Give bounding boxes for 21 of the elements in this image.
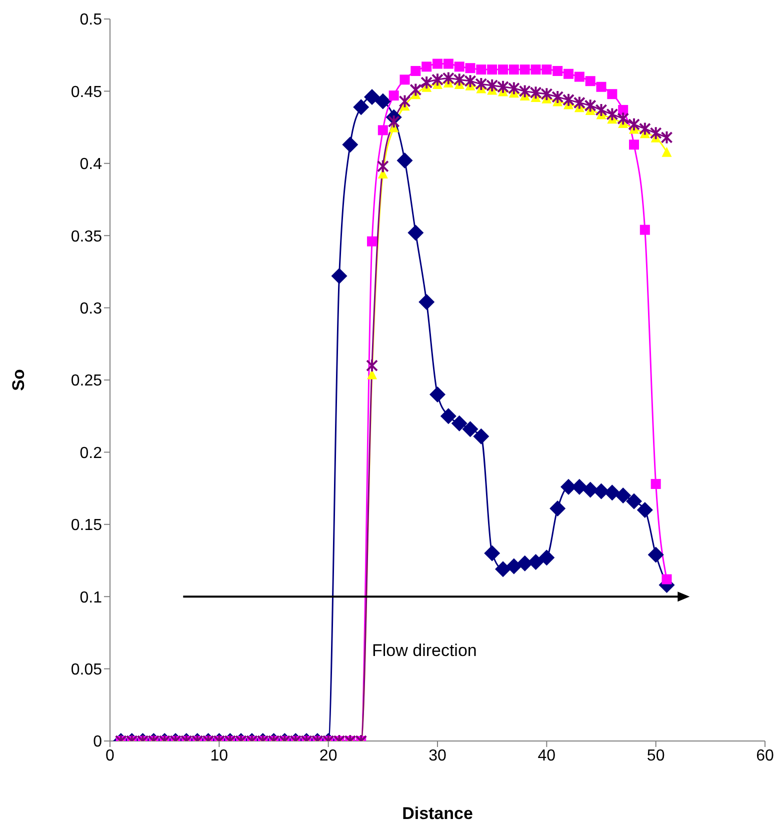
x-tick-label: 40 [538,747,556,764]
y-tick-label: 0 [93,734,102,751]
y-tick-label: 0.15 [70,517,102,534]
y-tick-label: 0.3 [80,300,102,318]
y-tick-label: 0.2 [80,444,102,462]
x-axis-title: Distance [402,804,473,823]
x-tick-label: 20 [319,747,338,764]
y-tick-label: 0.1 [80,589,102,606]
y-tick-label: 0.35 [70,228,102,246]
x-tick-label: 50 [646,747,665,764]
y-tick-label: 0.25 [70,372,102,390]
y-tick-label: 0.45 [70,84,102,101]
y-tick-label: 0.4 [80,156,102,174]
x-tick-label: 10 [210,747,228,764]
y-axis-title: So [9,369,28,391]
y-tick-label: 0.5 [80,12,102,29]
x-tick-label: 0 [106,747,115,764]
x-tick-label: 60 [756,747,774,764]
y-tick-label: 0.05 [70,661,102,678]
x-tick-label: 30 [428,747,446,764]
annotation: Flow direction [372,640,477,660]
